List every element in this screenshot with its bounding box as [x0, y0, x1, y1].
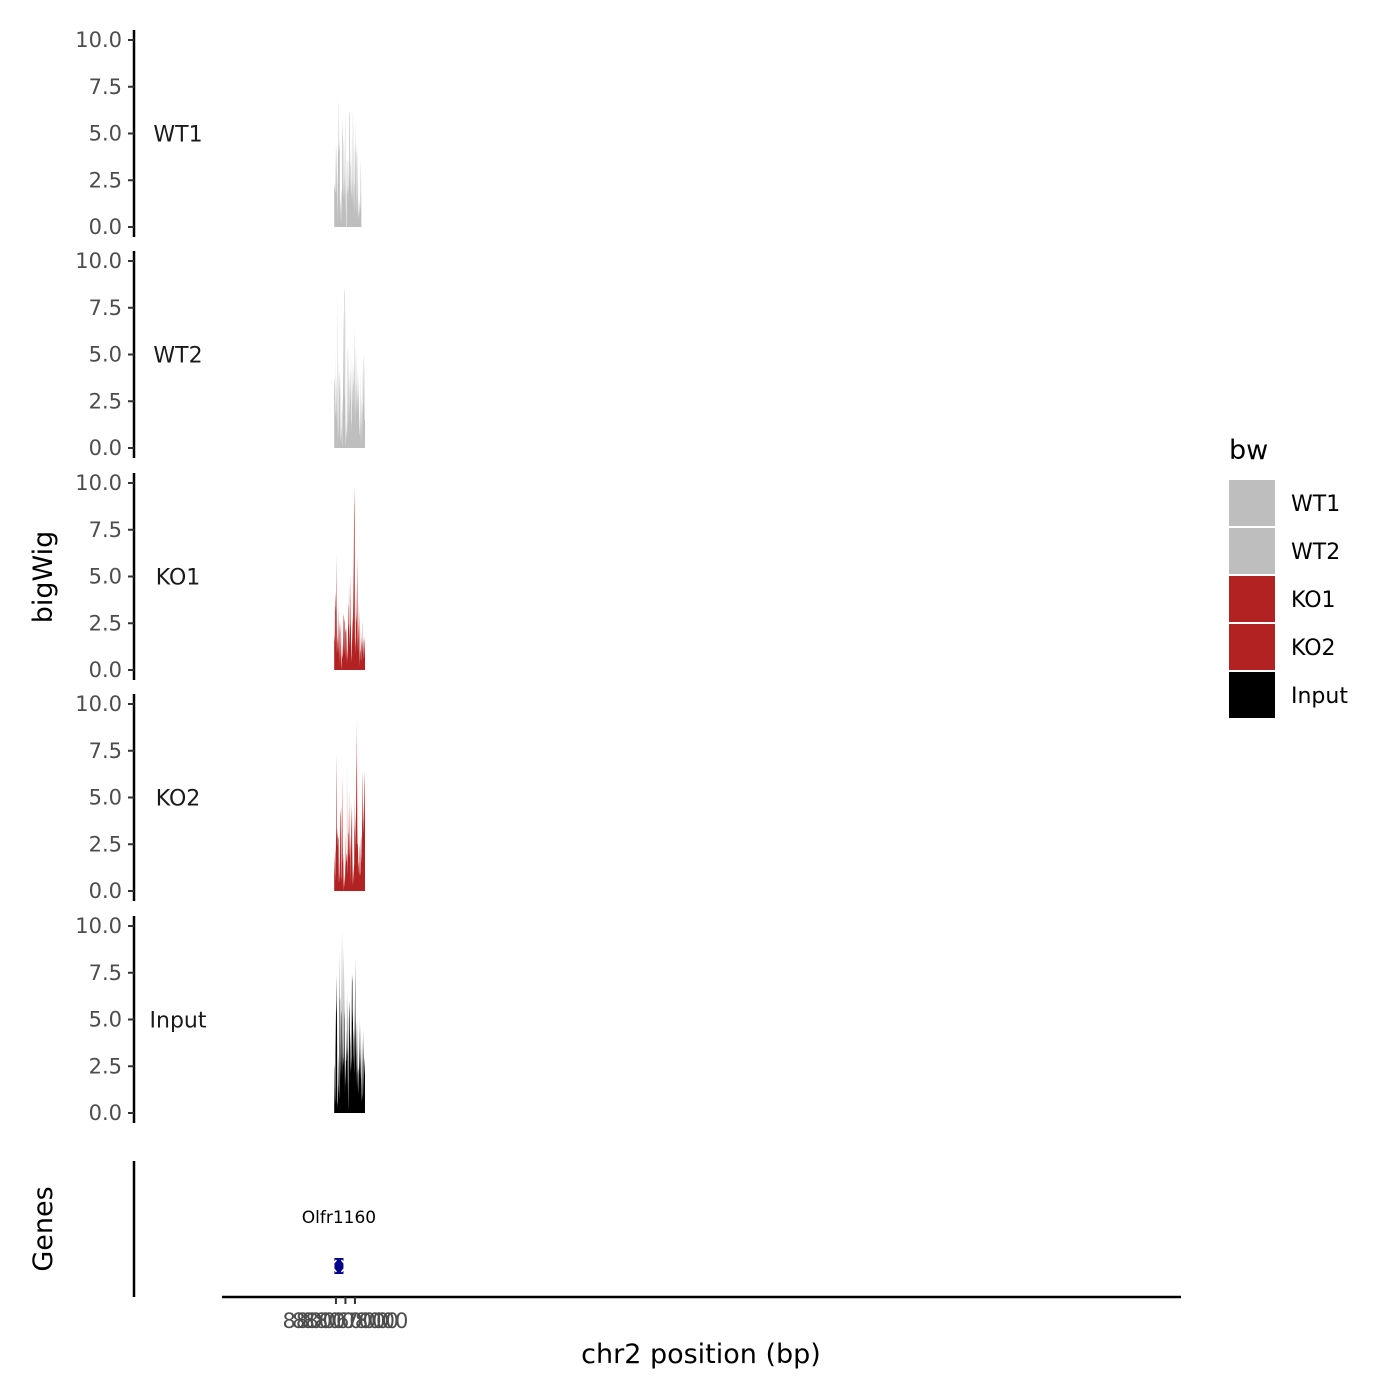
legend-key-input: [1229, 672, 1275, 718]
y-tick-label: 10.0: [75, 28, 122, 52]
y-tick-label: 10.0: [75, 914, 122, 938]
legend-title: bw: [1229, 435, 1268, 466]
y-tick-label: 10.0: [75, 249, 122, 273]
y-tick-label: 0.0: [89, 1101, 122, 1125]
x-axis-title: chr2 position (bp): [581, 1339, 821, 1370]
x-tick-label: 88007000: [292, 1309, 399, 1333]
y-tick-label: 7.5: [89, 75, 122, 99]
y-tick-label: 2.5: [89, 168, 122, 192]
area-ko1: [334, 484, 365, 670]
gene-label: Olfr1160: [302, 1208, 376, 1228]
x-tick-label: 88006000: [282, 1309, 389, 1333]
genes-panel: Olfr1160: [132, 1161, 376, 1297]
track-label-wt2: WT2: [153, 344, 202, 369]
area-input: [334, 929, 365, 1113]
track-panel-ko1: 0.0 2.5 5.0 7.5 10.0 KO1: [75, 471, 365, 682]
legend-key-ko2: [1229, 624, 1275, 670]
area-wt1: [334, 96, 362, 227]
y-tick-label: 5.0: [89, 122, 122, 146]
y-tick-label: 0.0: [89, 436, 122, 460]
legend-key-ko1: [1229, 576, 1275, 622]
y-tick-label: 10.0: [75, 692, 122, 716]
track-panels: 0.02.55.07.510.0WT10.02.55.07.510.0WT20.…: [75, 28, 365, 1125]
legend-label-ko1: KO1: [1291, 588, 1336, 613]
y-tick-label: 2.5: [89, 1054, 122, 1078]
legend-label-input: Input: [1291, 684, 1348, 709]
y-tick-label: 5.0: [89, 343, 122, 367]
legend-label-ko2: KO2: [1291, 636, 1336, 661]
track-panel-wt2: 0.0 2.5 5.0 7.5 10.0 WT2: [75, 249, 365, 460]
legend-key-wt1: [1229, 480, 1275, 526]
track-label-ko2: KO2: [156, 787, 201, 812]
track-panel-input: 0.0 2.5 5.0 7.5 10.0 Input: [75, 914, 365, 1125]
genes-axis-title: Genes: [28, 1186, 59, 1271]
y-tick-label: 2.5: [89, 389, 122, 413]
track-panel-ko2: 0.0 2.5 5.0 7.5 10.0 KO2: [75, 692, 365, 903]
y-tick-label: 7.5: [89, 296, 122, 320]
legend-label-wt2: WT2: [1291, 540, 1340, 565]
legend-key-wt2: [1229, 528, 1275, 574]
legend-label-wt1: WT1: [1291, 492, 1340, 517]
y-tick-label: 5.0: [89, 565, 122, 589]
y-tick-label: 0.0: [89, 215, 122, 239]
track-label-input: Input: [150, 1009, 207, 1034]
y-tick-label: 2.5: [89, 832, 122, 856]
y-tick-label: 7.5: [89, 739, 122, 763]
y-tick-label: 10.0: [75, 471, 122, 495]
y-tick-label: 2.5: [89, 611, 122, 635]
y-tick-label: 5.0: [89, 786, 122, 810]
x-tick-label: 88008000: [301, 1309, 408, 1333]
track-panel-wt1: 0.0 2.5 5.0 7.5 10.0 WT1: [75, 28, 362, 239]
y-tick-label: 7.5: [89, 961, 122, 985]
y-axis-title: bigWig: [28, 531, 59, 624]
y-tick-label: 5.0: [89, 1008, 122, 1032]
track-label-ko1: KO1: [156, 566, 201, 591]
y-tick-label: 0.0: [89, 658, 122, 682]
gene-body-olfr1160: [334, 1258, 344, 1274]
area-wt2: [334, 287, 365, 448]
gene-strand-arrows: [330, 1259, 348, 1273]
legend: bw WT1 WT2 KO1 KO2 Input: [1229, 435, 1348, 718]
area-ko2: [334, 719, 365, 891]
y-tick-label: 7.5: [89, 518, 122, 542]
y-tick-label: 0.0: [89, 879, 122, 903]
track-label-wt1: WT1: [153, 123, 202, 148]
